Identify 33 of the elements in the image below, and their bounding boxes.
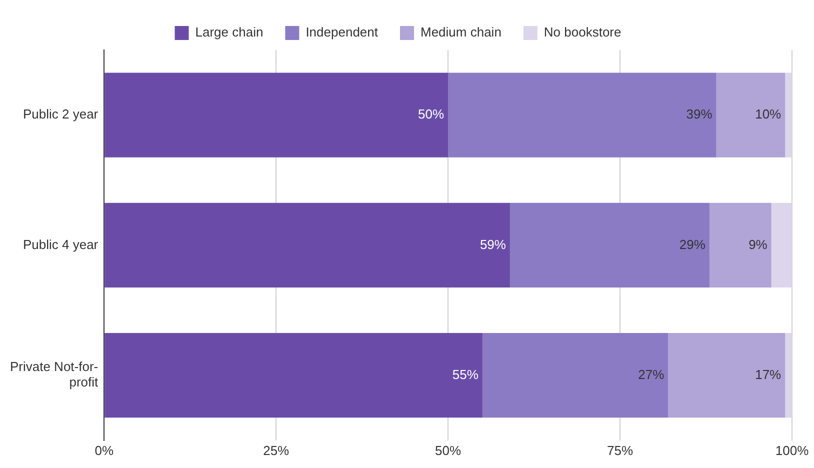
bar [104, 333, 482, 418]
bar [785, 72, 792, 158]
legend-label: Independent [306, 24, 378, 40]
bar [482, 333, 668, 418]
data-label: 39% [686, 106, 713, 122]
bar [709, 202, 772, 288]
bar [785, 333, 792, 418]
x-tick-label: 25% [263, 442, 290, 458]
data-label: 27% [638, 366, 665, 382]
y-tick-label: Private Not-for-profit [10, 359, 99, 390]
bar [104, 72, 448, 158]
legend-label: Medium chain [420, 24, 502, 40]
x-tick-label: 75% [607, 442, 634, 458]
data-label: 55% [452, 366, 479, 382]
bar [510, 202, 710, 288]
data-label: 50% [418, 106, 444, 122]
bar [104, 202, 510, 288]
y-tick-label: Public 4 year [22, 236, 99, 252]
x-tick-label: 100% [775, 442, 810, 458]
data-label: 17% [755, 366, 782, 382]
legend-label: Large chain [195, 24, 264, 40]
y-tick-label: Public 2 year [22, 106, 99, 122]
bar [771, 202, 792, 288]
data-label: 29% [679, 236, 706, 252]
bar [716, 72, 786, 158]
data-label: 10% [755, 106, 782, 122]
bar [448, 72, 716, 158]
x-tick-label: 50% [435, 442, 462, 458]
data-label: 9% [748, 236, 768, 252]
legend-label: No bookstore [544, 24, 622, 40]
data-label: 59% [480, 236, 506, 252]
bar [668, 333, 786, 418]
x-tick-label: 0% [94, 442, 114, 458]
